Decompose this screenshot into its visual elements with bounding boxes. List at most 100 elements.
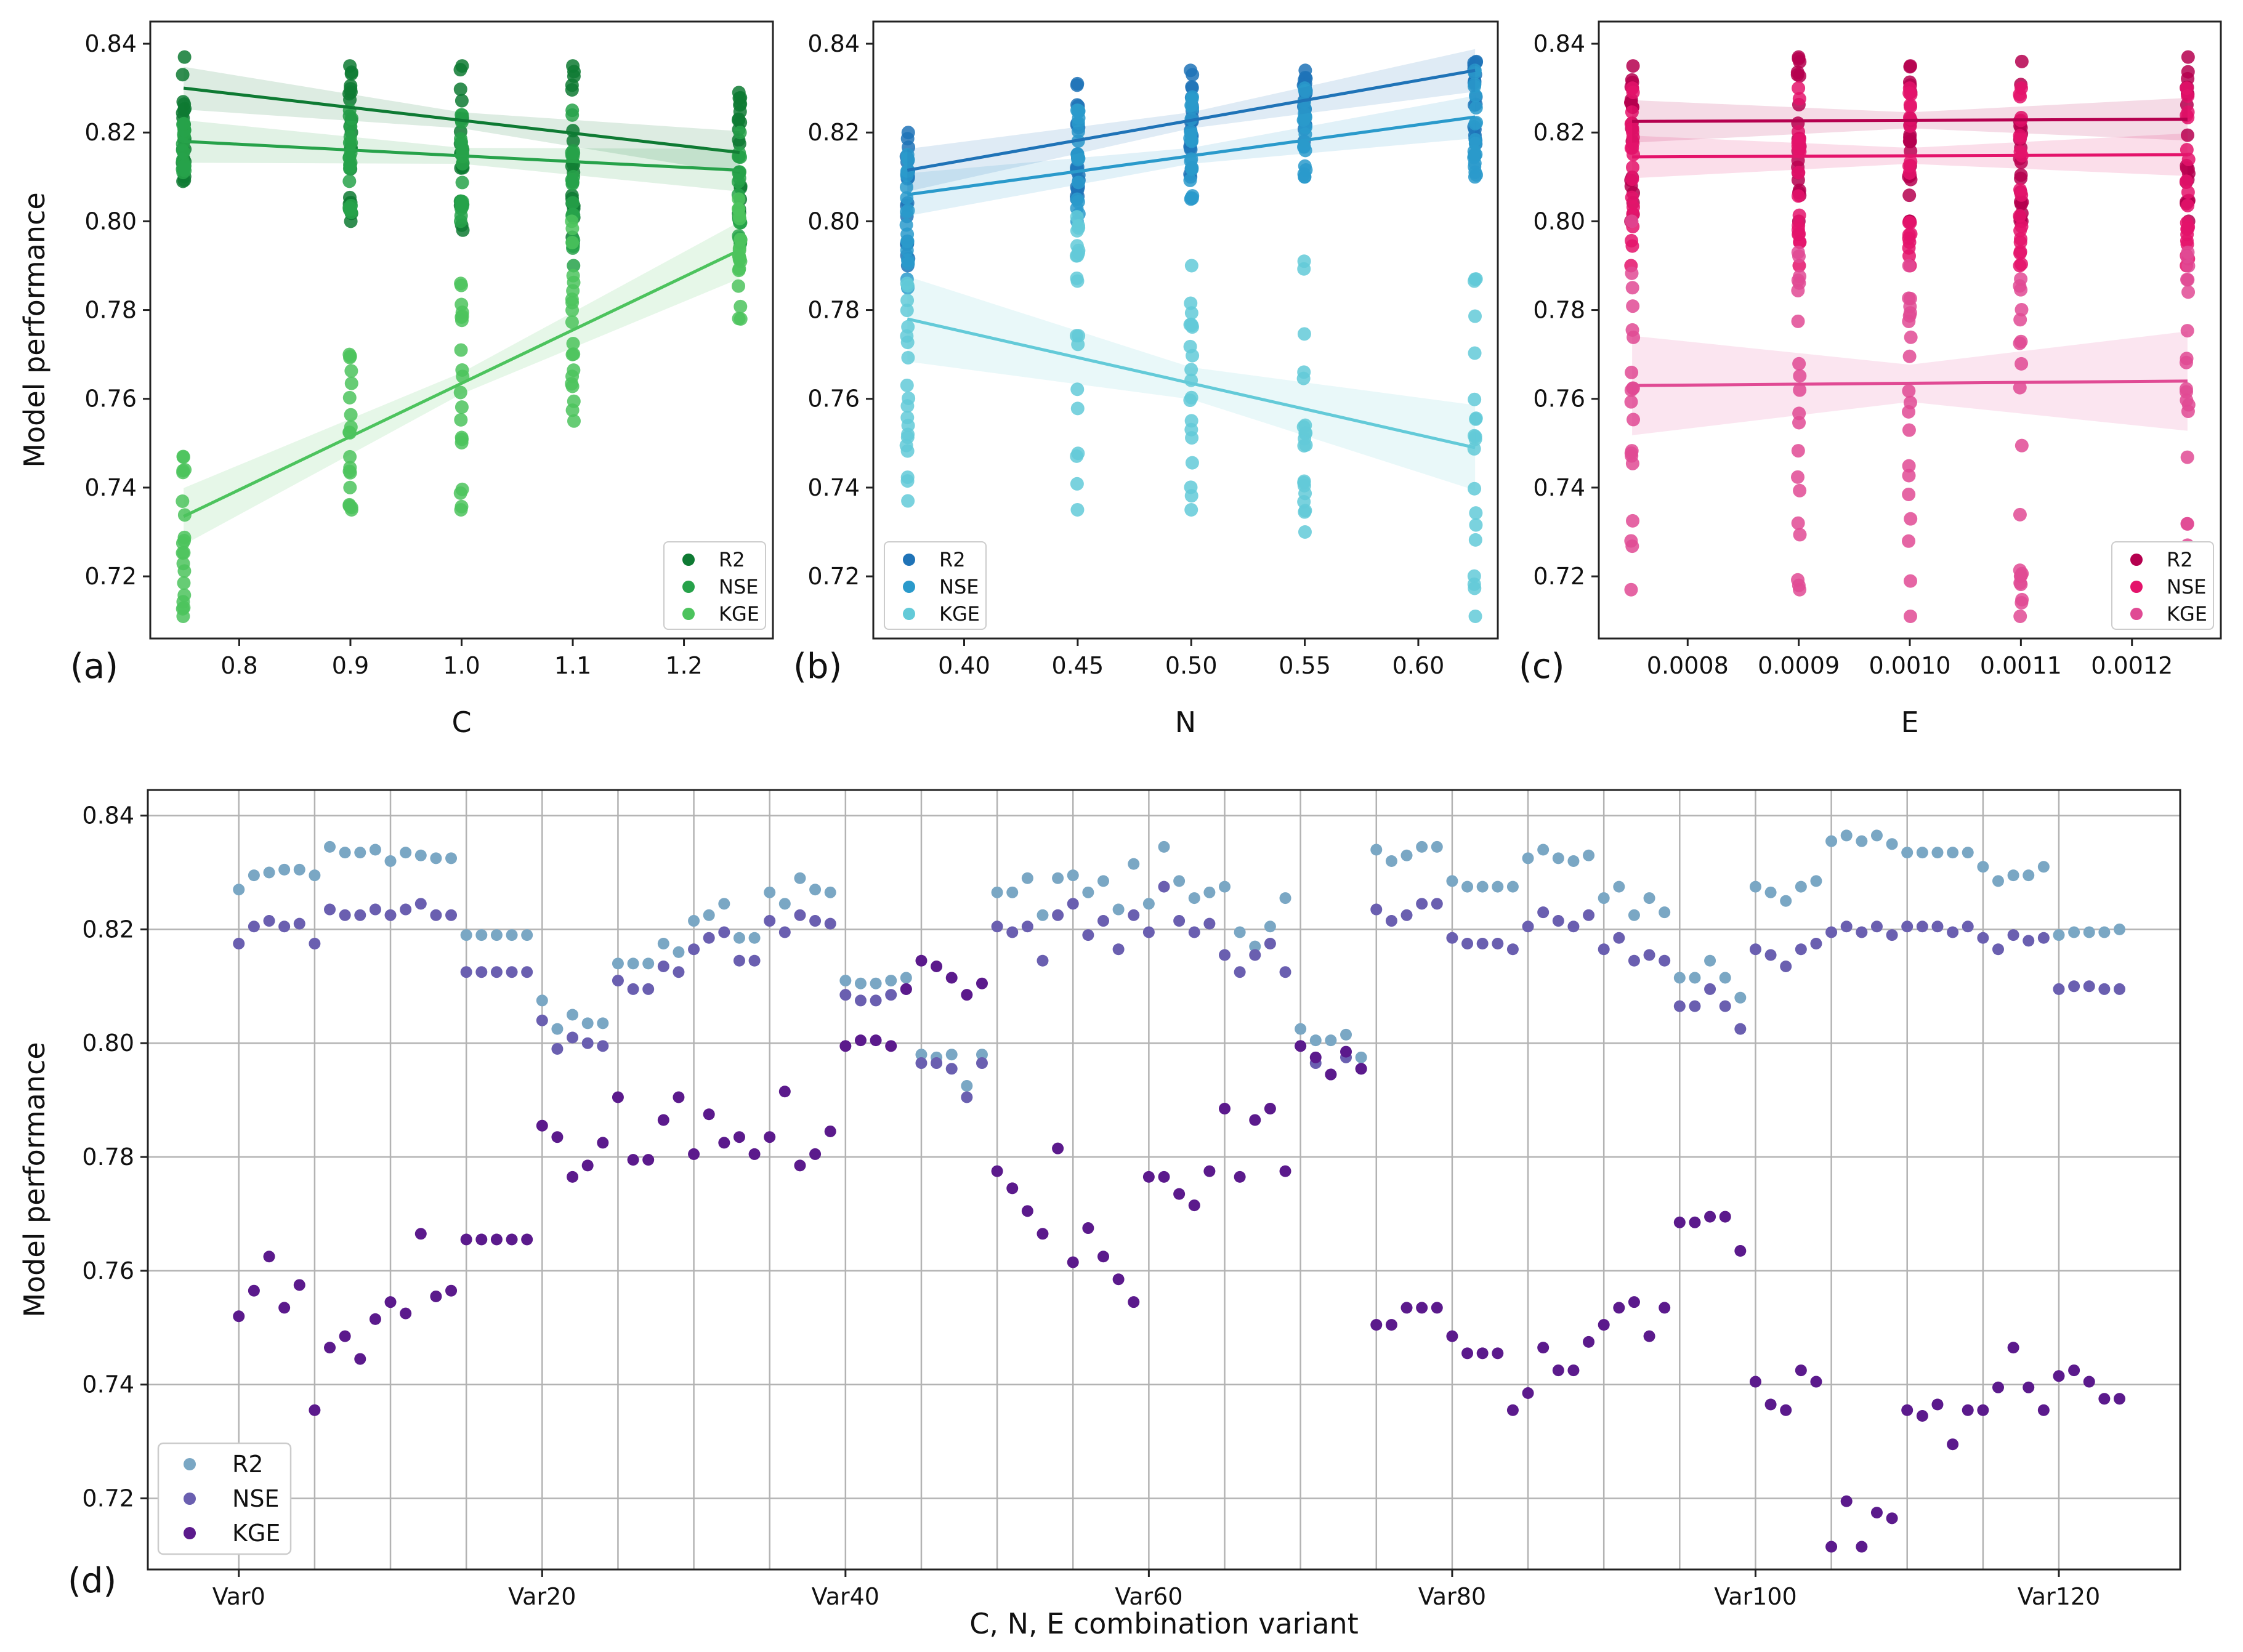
panel-a: 0.72 0.74 0.76 0.78 0.80 0.82 0.84 0.8 0.9 1.0 1.1… — [18, 20, 774, 739]
r2-point — [597, 1017, 609, 1029]
nse-point — [1097, 915, 1109, 927]
kge-point — [1627, 330, 1641, 344]
x-tick-label: Var20 — [508, 1583, 576, 1610]
nse-point — [1416, 898, 1428, 910]
nse-point — [400, 903, 412, 916]
kge-point — [490, 1233, 503, 1246]
kge-point — [900, 336, 915, 350]
r2-point — [642, 957, 655, 970]
kge-point — [1792, 406, 1806, 421]
kge-point — [1492, 1347, 1504, 1360]
nse-point — [2053, 983, 2065, 995]
kge-point — [1522, 1387, 1534, 1400]
panel-c: 0.72 0.74 0.76 0.78 0.80 0.82 0.84 0.0008 0.0009… — [1519, 20, 2222, 739]
x-tick-label: Var100 — [1714, 1583, 1796, 1610]
nse-point — [455, 143, 469, 158]
kge-point — [2037, 1404, 2050, 1416]
x-tick-label: 0.45 — [1052, 652, 1104, 679]
kge-point — [1431, 1302, 1443, 1314]
kge-point — [1870, 1507, 1883, 1519]
nse-point — [1902, 235, 1917, 249]
r2-fit-line — [907, 68, 1476, 172]
nse-point — [1185, 161, 1199, 175]
nse-point — [1886, 929, 1898, 941]
r2-point — [1234, 926, 1246, 938]
kge-point — [1537, 1342, 1550, 1354]
nse-point — [794, 909, 806, 921]
y-tick-label: 0.76 — [807, 385, 860, 413]
nse-point — [2181, 105, 2195, 119]
y-axis-label: Model performance — [18, 1042, 51, 1317]
kge-point — [293, 1279, 305, 1291]
r2-point — [2098, 926, 2111, 938]
r2-point — [794, 872, 806, 884]
kge-point — [2014, 568, 2028, 582]
x-tick-label: Var80 — [1418, 1583, 1486, 1610]
r2-point — [945, 1049, 958, 1061]
nse-point — [324, 903, 336, 916]
nse-point — [900, 205, 914, 219]
kge-point — [339, 1330, 351, 1342]
nse-point — [565, 103, 580, 118]
nse-point — [1492, 938, 1504, 950]
nse-point — [1613, 932, 1625, 944]
kge-point — [1469, 272, 1483, 286]
plot-frame — [147, 789, 2181, 1571]
kge-point — [901, 494, 915, 508]
kge-point — [343, 499, 357, 514]
kge-point — [521, 1233, 533, 1246]
kge-point — [612, 1091, 624, 1103]
r2-point — [1492, 880, 1504, 893]
r2-point — [1903, 59, 1917, 73]
kge-point — [1468, 481, 1482, 496]
nse-point — [673, 966, 685, 978]
nse-point — [2098, 983, 2111, 995]
nse-point — [566, 149, 580, 163]
x-tick-label: 0.8 — [220, 652, 257, 679]
y-tick-label: 0.84 — [1533, 30, 1585, 57]
x-tick-label: 0.0009 — [1758, 652, 1840, 679]
kge-point — [1749, 1376, 1761, 1388]
r2-point — [733, 105, 747, 119]
panel-label: (d) — [68, 1561, 116, 1601]
kge-point — [854, 1034, 867, 1047]
y-tick-label: 0.82 — [1533, 119, 1585, 146]
nse-point — [1184, 191, 1198, 205]
kge-point — [445, 1284, 458, 1297]
r2-point — [1219, 880, 1231, 893]
kge-point — [1468, 432, 1482, 446]
nse-point — [612, 975, 624, 987]
kge-point — [1902, 469, 1916, 483]
kge-point — [453, 385, 467, 400]
nse-point — [688, 943, 700, 956]
nse-point — [945, 1063, 958, 1075]
kge-point — [1627, 413, 1641, 427]
y-tick-label: 0.78 — [807, 297, 860, 324]
nse-point — [1792, 166, 1806, 180]
y-tick-label: 0.78 — [84, 297, 137, 324]
nse-point — [1296, 113, 1311, 127]
y-tick-label: 0.84 — [82, 802, 134, 829]
nse-point — [2180, 222, 2194, 236]
kge-point — [915, 954, 928, 967]
kge-point — [565, 292, 579, 307]
r2-point — [369, 844, 381, 856]
y-tick-label: 0.80 — [84, 208, 137, 235]
kge-point — [1006, 1182, 1019, 1195]
x-tick-label: 0.9 — [332, 652, 369, 679]
y-tick-label: 0.74 — [807, 474, 860, 501]
kge-point — [2083, 1376, 2095, 1388]
kge-point — [1309, 1051, 1322, 1063]
kge-point — [455, 309, 469, 323]
nse-point — [551, 1042, 564, 1055]
kge-point — [1070, 477, 1084, 491]
nse-point — [748, 954, 761, 967]
nse-point — [445, 909, 458, 921]
r2-point — [2083, 926, 2095, 938]
legend-label-kge: KGE — [939, 602, 980, 626]
r2-point — [1901, 847, 1914, 859]
kge-point — [1904, 330, 1918, 344]
y-tick-label: 0.82 — [82, 916, 134, 943]
nse-point — [1070, 147, 1085, 161]
kge-point — [2098, 1393, 2111, 1405]
